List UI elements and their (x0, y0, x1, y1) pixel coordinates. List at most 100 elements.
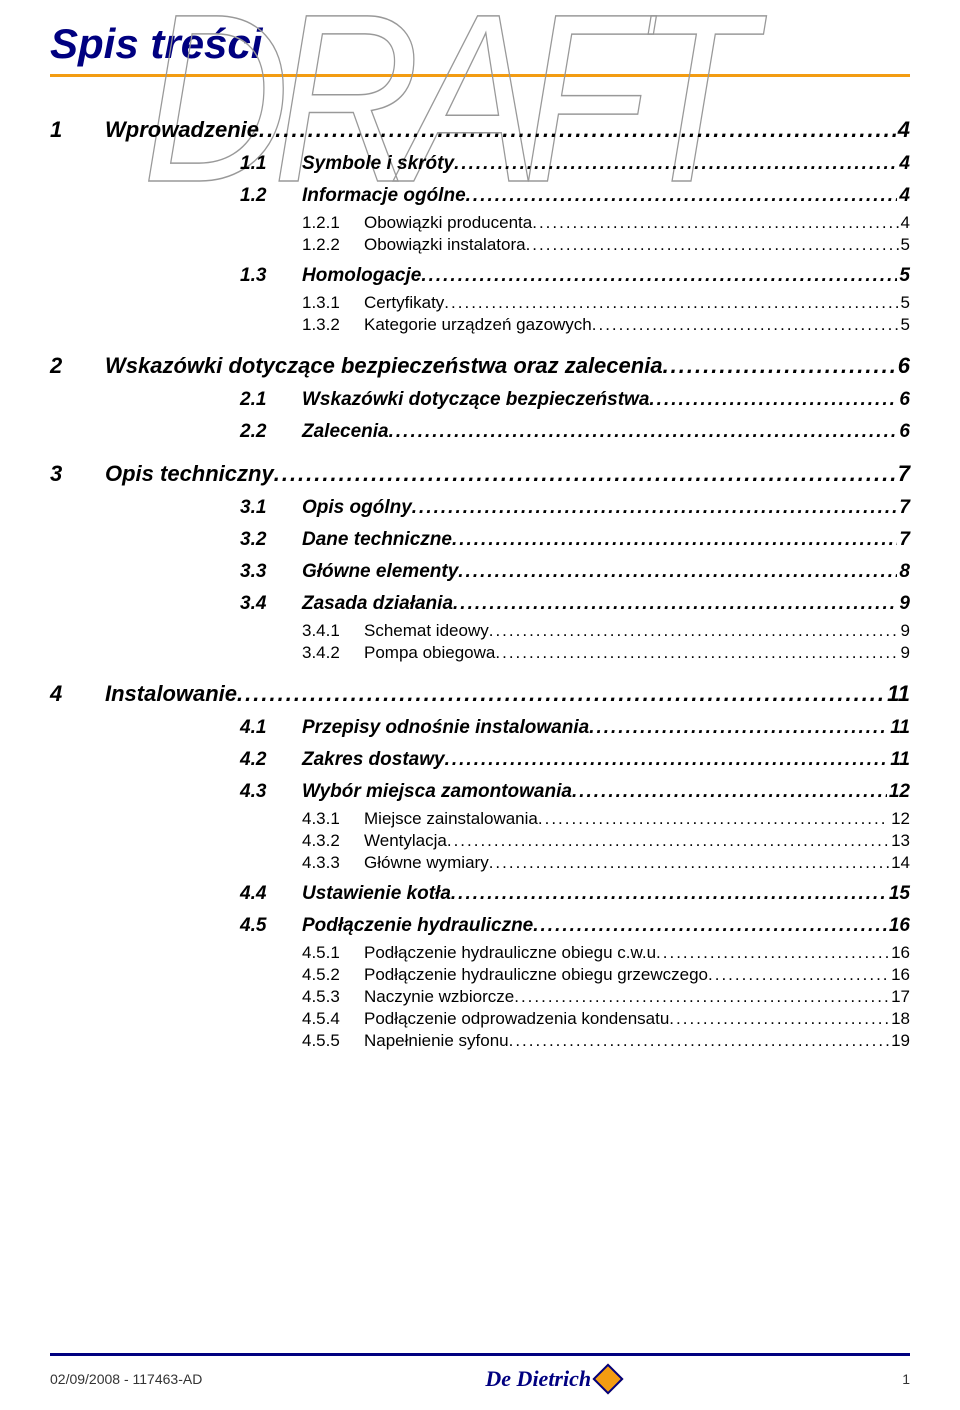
toc-label: Certyfikaty (364, 293, 444, 313)
toc-number: 4.5.4 (302, 1009, 364, 1029)
toc-page: 9 (899, 621, 910, 641)
toc-leader-dots (589, 717, 888, 739)
toc-leader-dots (453, 593, 897, 615)
toc-label: Obowiązki instalatora (364, 235, 526, 255)
toc-page: 18 (889, 1009, 910, 1029)
toc-page: 4 (897, 185, 910, 207)
toc-leader-dots (592, 315, 899, 335)
toc-entry: 4.3.2Wentylacja13 (302, 831, 910, 851)
toc-label: Główne wymiary (364, 853, 489, 873)
toc-page: 19 (889, 1031, 910, 1051)
toc-entry: 4.3Wybór miejsca zamontowania12 (240, 781, 910, 803)
footer-rule (50, 1353, 910, 1356)
toc-label: Ustawienie kotła (302, 883, 451, 905)
toc-number: 1.3.2 (302, 315, 364, 335)
toc-number: 3.4.2 (302, 643, 364, 663)
toc-number: 1.2.2 (302, 235, 364, 255)
table-of-contents: 1Wprowadzenie4 1.1Symbole i skróty 4 1.2Inf… (50, 117, 910, 1051)
toc-number: 3.4.1 (302, 621, 364, 641)
toc-label: Pompa obiegowa (364, 643, 495, 663)
toc-leader-dots (458, 561, 897, 583)
toc-label: Główne elementy (302, 561, 458, 583)
toc-entry: 3.4Zasada działania9 (240, 593, 910, 615)
toc-number: 4.2 (240, 749, 302, 771)
toc-page: 4 (896, 117, 910, 143)
toc-entry: 3.4.1Schemat ideowy 9 (302, 621, 910, 641)
toc-page: 5 (897, 265, 910, 287)
toc-page: 6 (897, 421, 910, 443)
toc-label: Informacje ogólne (302, 185, 466, 207)
toc-label: Schemat ideowy (364, 621, 489, 641)
toc-label: Wentylacja (364, 831, 447, 851)
toc-label: Naczynie wzbiorcze (364, 987, 514, 1007)
toc-entry: 4.5.4Podłączenie odprowadzenia kondensat… (302, 1009, 910, 1029)
toc-leader-dots (451, 883, 887, 905)
toc-leader-dots (421, 265, 897, 287)
toc-page: 4 (897, 153, 910, 175)
toc-number: 4.1 (240, 717, 302, 739)
toc-label: Wskazówki dotyczące bezpieczeństwa oraz … (105, 353, 663, 379)
toc-entry: 4.5.1Podłączenie hydrauliczne obiegu c.w… (302, 943, 910, 963)
toc-leader-dots (274, 461, 896, 487)
toc-page: 11 (888, 749, 910, 771)
footer-date-code: 02/09/2008 - 117463-AD (50, 1371, 202, 1387)
toc-label: Podłączenie odprowadzenia kondensatu (364, 1009, 669, 1029)
toc-leader-dots (663, 353, 896, 379)
toc-number: 3.3 (240, 561, 302, 583)
toc-entry: 4.4Ustawienie kotła15 (240, 883, 910, 905)
toc-entry: 2.1Wskazówki dotyczące bezpieczeństwa6 (240, 389, 910, 411)
toc-page: 5 (899, 293, 910, 313)
toc-number: 1.1 (240, 153, 302, 175)
toc-entry: 2.2Zalecenia6 (240, 421, 910, 443)
toc-label: Podłączenie hydrauliczne obiegu c.w.u (364, 943, 656, 963)
toc-leader-dots (572, 781, 887, 803)
toc-page: 16 (889, 943, 910, 963)
toc-label: Napełnienie syfonu (364, 1031, 509, 1051)
toc-number: 4.3.3 (302, 853, 364, 873)
toc-leader-dots (466, 185, 898, 207)
toc-leader-dots (447, 831, 889, 851)
toc-label: Zalecenia (302, 421, 389, 443)
toc-page: 7 (897, 529, 910, 551)
toc-entry: 4.5.5Napełnienie syfonu19 (302, 1031, 910, 1051)
page-footer: 02/09/2008 - 117463-AD De Dietrich 1 (50, 1353, 910, 1392)
toc-entry: 3.3Główne elementy 8 (240, 561, 910, 583)
toc-label: Podłączenie hydrauliczne obiegu grzewcze… (364, 965, 708, 985)
toc-entry: 4.3.1Miejsce zainstalowania12 (302, 809, 910, 829)
toc-label: Instalowanie (105, 681, 237, 707)
footer-brand: De Dietrich (485, 1366, 619, 1392)
toc-entry: 1.1Symbole i skróty 4 (240, 153, 910, 175)
toc-number: 3.4 (240, 593, 302, 615)
toc-number: 1.2 (240, 185, 302, 207)
brand-logo-icon (593, 1363, 624, 1394)
toc-number: 4.5.3 (302, 987, 364, 1007)
toc-entry: 4.2Zakres dostawy11 (240, 749, 910, 771)
toc-label: Symbole i skróty (302, 153, 454, 175)
toc-page: 8 (897, 561, 910, 583)
toc-leader-dots (649, 389, 897, 411)
toc-number: 3.1 (240, 497, 302, 519)
footer-page-number: 1 (902, 1371, 910, 1387)
toc-entry: 2Wskazówki dotyczące bezpieczeństwa oraz… (50, 353, 910, 379)
toc-leader-dots (389, 421, 898, 443)
toc-leader-dots (514, 987, 889, 1007)
toc-number: 3.2 (240, 529, 302, 551)
toc-label: Homologacje (302, 265, 421, 287)
toc-page: 9 (897, 593, 910, 615)
toc-label: Opis ogólny (302, 497, 412, 519)
toc-page: 7 (897, 497, 910, 519)
toc-number: 4.3 (240, 781, 302, 803)
toc-page: 6 (896, 353, 910, 379)
toc-entry: 4.1Przepisy odnośnie instalowania11 (240, 717, 910, 739)
toc-entry: 1.3.1Certyfikaty5 (302, 293, 910, 313)
toc-leader-dots (412, 497, 898, 519)
toc-number: 4.3.1 (302, 809, 364, 829)
toc-entry: 1Wprowadzenie4 (50, 117, 910, 143)
toc-leader-dots (533, 915, 887, 937)
toc-leader-dots (538, 809, 889, 829)
toc-leader-dots (532, 213, 898, 233)
toc-leader-dots (454, 153, 897, 175)
toc-number: 2.1 (240, 389, 302, 411)
toc-entry: 3.1Opis ogólny 7 (240, 497, 910, 519)
toc-entry: 1.2.1Obowiązki producenta4 (302, 213, 910, 233)
